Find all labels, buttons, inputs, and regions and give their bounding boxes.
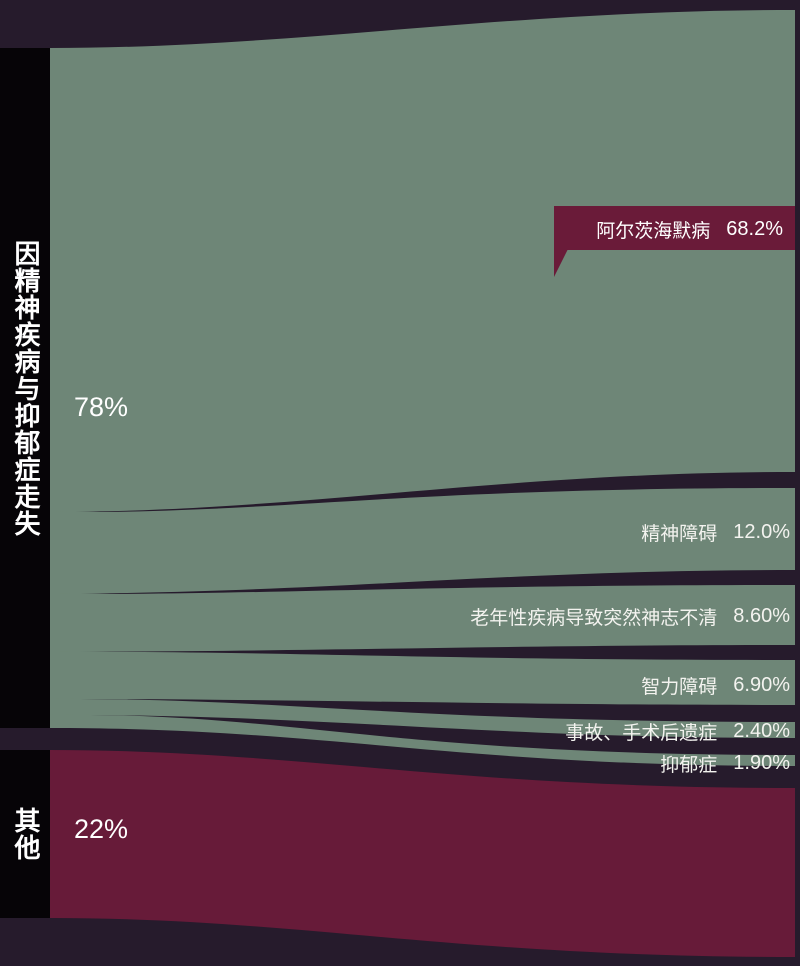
source-label-other: 其他 <box>10 807 40 861</box>
flow-depression <box>50 714 795 766</box>
source-bar-mental-illness: 因精神疾病与抑郁症走失 <box>0 48 50 728</box>
target-name: 抑郁症 <box>660 754 718 776</box>
target-pct: 12.0% <box>733 521 790 543</box>
target-name: 阿尔茨海默病 <box>596 220 711 242</box>
target-label-alzheimers: 阿尔茨海默病 68.2% <box>596 216 783 243</box>
target-name: 精神障碍 <box>641 523 718 545</box>
flow-accident-sequelae <box>50 698 795 738</box>
flow-senile-confusion <box>50 585 795 652</box>
target-name: 智力障碍 <box>641 676 718 698</box>
target-pct: 8.60% <box>733 605 790 627</box>
target-name: 老年性疾病导致突然神志不清 <box>470 607 718 629</box>
flow-mental-disorder <box>50 488 795 594</box>
flow-alzheimers <box>50 10 795 512</box>
target-label-intellectual-disability: 智力障碍 6.90% <box>641 672 790 699</box>
source-bar-other: 其他 <box>0 750 50 918</box>
flow-intellectual-disability <box>50 651 795 705</box>
source-pct-other: 22% <box>74 814 129 844</box>
source-label-mental-illness: 因精神疾病与抑郁症走失 <box>10 239 40 537</box>
target-label-accident-sequelae: 事故、手术后遗症 2.40% <box>565 718 790 745</box>
target-label-depression: 抑郁症 1.90% <box>660 750 790 777</box>
target-label-senile-confusion: 老年性疾病导致突然神志不清 8.60% <box>470 603 790 630</box>
callout-pointer <box>554 249 568 277</box>
target-pct: 68.2% <box>726 218 783 240</box>
callout-alzheimers: 阿尔茨海默病 68.2% <box>554 206 795 250</box>
target-pct: 1.90% <box>733 752 790 774</box>
source-pct-mental-illness: 78% <box>74 392 129 422</box>
target-label-mental-disorder: 精神障碍 12.0% <box>641 519 790 546</box>
target-pct: 6.90% <box>733 674 790 696</box>
target-name: 事故、手术后遗症 <box>565 722 718 744</box>
target-pct: 2.40% <box>733 720 790 742</box>
flow-other <box>50 750 795 957</box>
